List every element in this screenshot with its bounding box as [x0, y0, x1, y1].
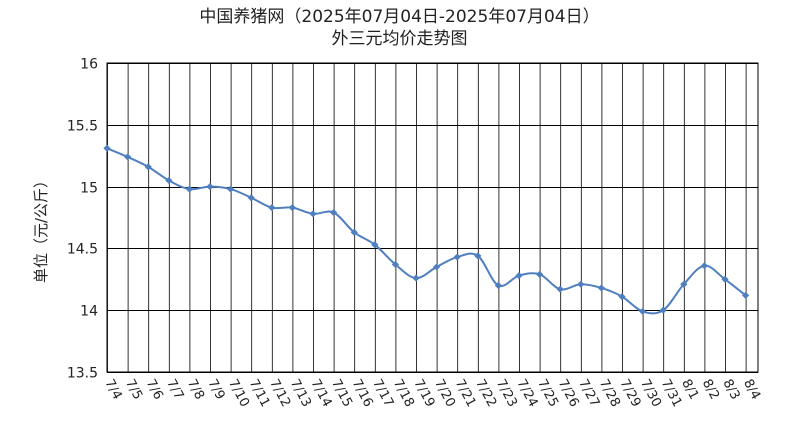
data-point: [185, 185, 193, 193]
data-point: [680, 280, 688, 288]
y-tick-label: 15: [80, 181, 98, 197]
data-point: [144, 163, 152, 171]
data-point: [453, 253, 461, 261]
data-point: [597, 284, 605, 292]
series-layer: [103, 144, 750, 316]
x-tick-label: 8/3: [719, 377, 742, 403]
data-point: [659, 306, 667, 314]
data-point: [721, 275, 729, 283]
data-point: [165, 176, 173, 185]
y-tick-label: 14.5: [67, 242, 98, 258]
data-point: [536, 270, 544, 278]
data-point: [391, 260, 399, 269]
axes: 13.51414.51515.5167/47/57/67/77/87/97/10…: [67, 57, 763, 410]
data-point: [700, 262, 708, 270]
y-tick-label: 13.5: [67, 366, 98, 382]
x-tick-label: 7/5: [122, 377, 145, 403]
series-line: [106, 147, 747, 315]
x-tick-label: 8/4: [740, 377, 763, 403]
data-point: [515, 271, 523, 280]
x-tick-label: 7/6: [143, 377, 166, 403]
x-tick-label: 7/4: [101, 377, 124, 403]
grid: [106, 62, 759, 373]
x-tick-label: 7/7: [163, 377, 186, 403]
y-axis-label: 单位（元/公斤）: [32, 173, 50, 283]
x-tick-label: 7/9: [204, 377, 227, 403]
y-tick-label: 16: [80, 57, 98, 73]
x-tick-label: 7/8: [184, 377, 207, 403]
data-point: [330, 208, 338, 217]
data-point: [494, 281, 502, 290]
data-point: [577, 280, 585, 288]
chart-title: 中国养猪网（2025年07月04日-2025年07月04日）: [199, 7, 600, 27]
data-point: [618, 293, 626, 301]
x-tick-label: 8/2: [699, 377, 722, 403]
data-point: [742, 291, 750, 299]
data-point: [412, 274, 420, 282]
data-point: [350, 228, 358, 236]
chart-subtitle: 外三元均价走势图: [331, 29, 468, 49]
data-point: [371, 241, 379, 249]
data-point: [227, 185, 235, 193]
y-tick-label: 14: [80, 304, 98, 320]
chart-title-block: 中国养猪网（2025年07月04日-2025年07月04日） 外三元均价走势图: [0, 6, 799, 50]
y-tick-label: 15.5: [67, 119, 98, 135]
data-point: [124, 153, 132, 161]
data-point: [103, 144, 111, 152]
data-point: [433, 263, 441, 271]
plot-area-border: [106, 62, 759, 373]
data-point: [639, 307, 647, 316]
data-point: [309, 210, 317, 218]
data-point: [288, 204, 296, 212]
data-point: [247, 194, 255, 202]
data-point: [474, 252, 482, 260]
data-point: [206, 183, 214, 191]
data-point: [268, 204, 276, 212]
data-point: [556, 285, 564, 293]
